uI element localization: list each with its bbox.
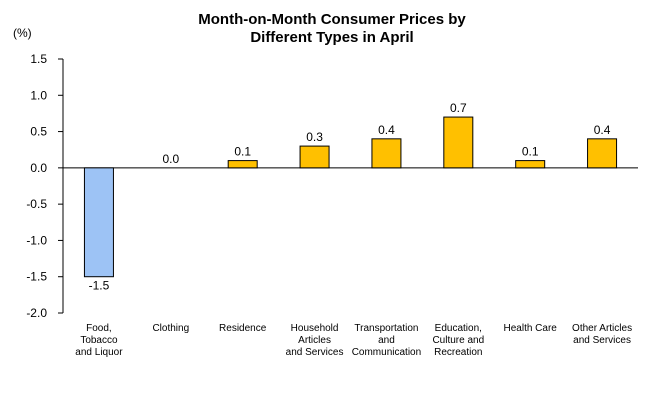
- data-label: 0.0: [162, 152, 179, 166]
- x-tick-label: Tobacco: [80, 335, 118, 346]
- chart-title-line-2: Different Types in April: [250, 29, 414, 46]
- bar: [227, 160, 258, 169]
- x-tick-label: Other Articles: [572, 323, 632, 334]
- x-tick-label: and: [378, 335, 395, 346]
- x-tick-label: Articles: [298, 335, 331, 346]
- y-tick-label: 1.0: [30, 88, 47, 102]
- y-axis-unit: (%): [13, 26, 32, 40]
- data-label: 0.1: [234, 145, 251, 159]
- data-label: 0.4: [378, 123, 395, 137]
- x-tick-label: Transportation: [354, 323, 418, 334]
- bar: [587, 138, 618, 169]
- bar: [83, 167, 114, 278]
- x-tick-label: and Services: [286, 347, 344, 358]
- data-label: 0.4: [594, 123, 611, 137]
- y-tick-label: -0.5: [26, 197, 47, 211]
- x-tick-label: Culture and: [432, 335, 484, 346]
- x-tick-label: and Liquor: [75, 347, 123, 358]
- x-tick-label: Clothing: [152, 323, 189, 334]
- chart-title-line-1: Month-on-Month Consumer Prices by: [198, 11, 466, 28]
- y-tick-label: 1.5: [30, 52, 47, 66]
- x-tick-label: Education,: [435, 323, 482, 334]
- bar: [515, 160, 546, 169]
- y-tick-label: 0.0: [30, 161, 47, 175]
- bar: [299, 145, 330, 169]
- y-tick-label: -2.0: [26, 306, 47, 320]
- x-tick-label: Health Care: [504, 323, 558, 334]
- data-label: 0.1: [522, 145, 539, 159]
- y-tick-label: -1.5: [26, 270, 47, 284]
- data-label: -1.5: [89, 279, 110, 293]
- data-label: 0.3: [306, 130, 323, 144]
- y-tick-label: -1.0: [26, 233, 47, 247]
- x-tick-label: Communication: [352, 347, 421, 358]
- data-label: 0.7: [450, 101, 467, 115]
- bar: [371, 138, 402, 169]
- x-tick-label: and Services: [573, 335, 631, 346]
- x-tick-label: Household: [291, 323, 339, 334]
- x-tick-label: Food,: [86, 323, 112, 334]
- bar: [443, 116, 474, 169]
- x-tick-label: Recreation: [434, 347, 482, 358]
- y-tick-label: 0.5: [30, 125, 47, 139]
- x-tick-label: Residence: [219, 323, 267, 334]
